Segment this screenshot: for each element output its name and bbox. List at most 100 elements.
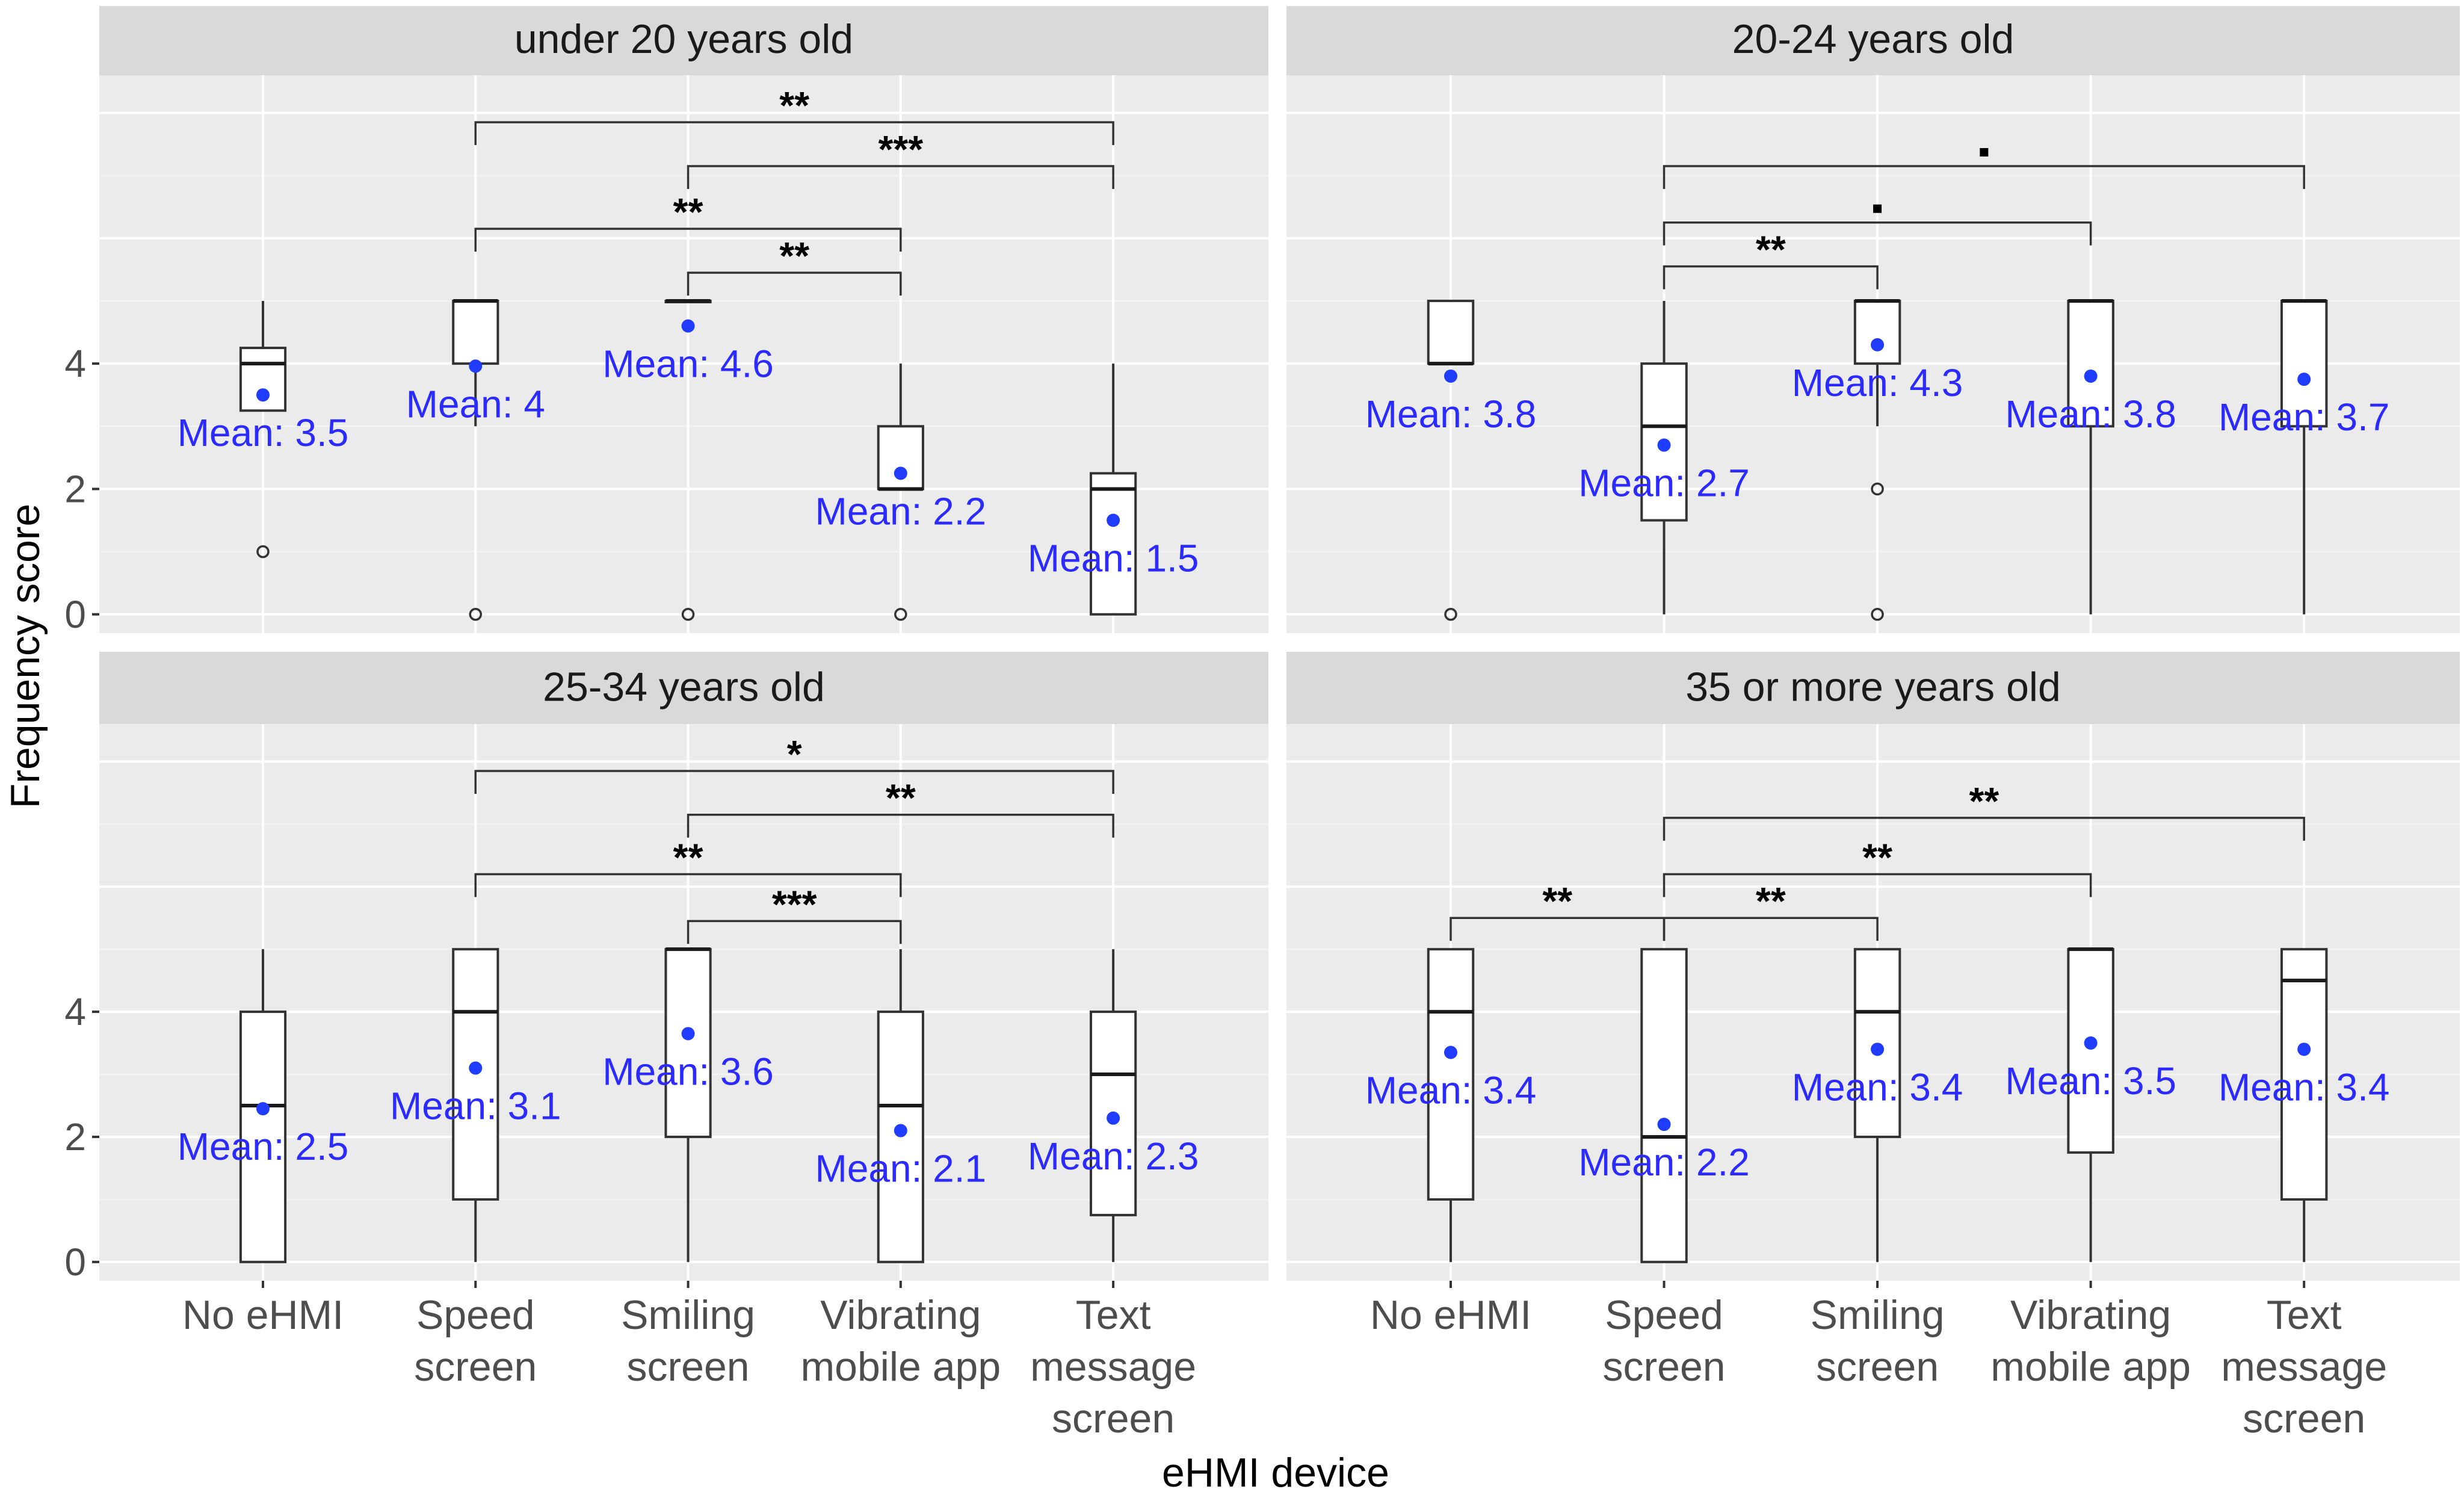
box-3: Mean: 4.3	[1792, 299, 1963, 621]
x-tick-label-line: screen	[2243, 1396, 2365, 1441]
mean-point	[2084, 1036, 2098, 1050]
mean-label: Mean: 2.2	[1578, 1141, 1750, 1184]
bracket-line	[1663, 917, 1879, 941]
bracket-line	[474, 121, 1114, 146]
x-tick-label-line: mobile app	[1990, 1344, 2191, 1390]
x-tick-label-line: Text	[2267, 1292, 2342, 1338]
mean-label: Mean: 2.2	[815, 489, 987, 533]
mean-label: Mean: 3.5	[178, 411, 349, 454]
bracket-line	[1663, 265, 1879, 289]
x-tick-label: Text message screen	[2221, 1292, 2387, 1441]
mean-point	[681, 319, 695, 333]
mean-label: Mean: 3.4	[2219, 1065, 2390, 1109]
significance-label: **	[673, 835, 703, 879]
significance-label: .	[1872, 179, 1883, 223]
box-5: Mean: 3.4	[2219, 948, 2390, 1262]
significance-bracket: .	[1663, 123, 2305, 190]
mean-label: Mean: 3.7	[2219, 395, 2390, 439]
significance-bracket: **	[1663, 879, 1879, 941]
x-tick-label: No eHMI	[1370, 1292, 1531, 1338]
panel-background	[99, 75, 1268, 633]
mean-point	[1871, 1042, 1885, 1056]
bracket-line	[1663, 221, 2092, 246]
panel-strip	[1286, 652, 2460, 724]
panel-3: 25-34 years old Mean: 2.5 Mean: 3.1 Mean: 3…	[99, 652, 1268, 1281]
y-tick-label: 2	[64, 1115, 86, 1159]
x-tick-label-line: Text	[1076, 1292, 1151, 1338]
x-tick-label-line: screen	[627, 1344, 750, 1390]
panel-strip	[99, 6, 1268, 75]
panel-title: 35 or more years old	[1685, 664, 2061, 710]
mean-point	[1107, 513, 1120, 527]
mean-point	[2297, 1042, 2311, 1056]
mean-label: Mean: 4.3	[1792, 361, 1963, 404]
box-4: Mean: 3.8	[2005, 299, 2176, 614]
bracket-line	[474, 873, 902, 897]
significance-bracket: **	[1663, 779, 2305, 841]
mean-point	[256, 388, 270, 402]
x-tick-label-line: screen	[1052, 1396, 1175, 1441]
panels-layer: under 20 years old Mean: 3.5 Mean: 4 Mean: …	[99, 6, 2460, 1281]
iqr-box	[1427, 948, 1475, 1201]
box-2: Mean: 2.2	[1578, 948, 1750, 1263]
box-5: Mean: 3.7	[2219, 299, 2390, 614]
bracket-line	[1663, 873, 2092, 897]
x-tick-label-line: Smiling	[1811, 1292, 1945, 1338]
iqr-box	[1853, 299, 1901, 365]
significance-label: ***	[878, 128, 923, 171]
mean-label: Mean: 3.5	[2005, 1059, 2176, 1103]
box-2: Mean: 3.1	[390, 948, 561, 1262]
box-1: Mean: 3.4	[1365, 948, 1537, 1262]
x-tick-label: Text message screen	[1030, 1292, 1196, 1441]
significance-bracket: ***	[687, 128, 1114, 190]
mean-label: Mean: 1.5	[1028, 537, 1199, 580]
mean-label: Mean: 3.4	[1365, 1069, 1537, 1112]
panel-strip	[1286, 6, 2460, 75]
iqr-box	[1427, 299, 1475, 365]
outlier-point	[1871, 608, 1884, 621]
x-tick-label: Smiling screen	[1811, 1292, 1945, 1390]
x-tick-label-line: Speed	[416, 1292, 535, 1338]
bracket-line	[687, 271, 902, 296]
box-1: Mean: 3.5	[178, 300, 349, 559]
significance-bracket: *	[474, 732, 1114, 794]
mean-label: Mean: 3.1	[390, 1085, 561, 1128]
outlier-point	[1871, 482, 1884, 496]
mean-label: Mean: 3.6	[602, 1050, 774, 1093]
x-tick-label-line: screen	[1816, 1344, 1939, 1390]
box-1: Mean: 2.5	[178, 949, 349, 1263]
mean-label: Mean: 3.4	[1792, 1065, 1963, 1109]
significance-label: **	[779, 234, 809, 277]
significance-label: .	[1978, 123, 1989, 166]
x-tick-label-line: message	[1030, 1344, 1196, 1390]
significance-label: **	[1862, 835, 1892, 879]
significance-bracket: **	[687, 234, 902, 296]
mean-point	[1657, 438, 1671, 452]
significance-label: **	[1969, 779, 1999, 823]
mean-point	[1871, 338, 1885, 351]
iqr-box	[1640, 948, 1688, 1263]
significance-label: *	[787, 732, 802, 776]
panel-title: 20-24 years old	[1732, 16, 2015, 62]
x-tick-label-line: message	[2221, 1344, 2387, 1390]
mean-point	[681, 1027, 695, 1041]
x-axis-title: eHMI device	[1162, 1450, 1389, 1495]
significance-bracket: **	[687, 776, 1114, 838]
outlier-point	[256, 545, 270, 559]
x-tick-label-line: No eHMI	[182, 1292, 344, 1338]
outlier-point	[1444, 608, 1457, 621]
iqr-box	[2280, 948, 2328, 1201]
mean-label: Mean: 2.5	[178, 1125, 349, 1168]
mean-point	[894, 1124, 907, 1138]
x-tick-label-line: No eHMI	[1370, 1292, 1531, 1338]
box-5: Mean: 2.3	[1028, 949, 1199, 1262]
mean-point	[1107, 1111, 1120, 1125]
panel-2: 20-24 years old Mean: 3.8 Mean: 2.7 Mean: 4…	[1286, 6, 2460, 633]
x-tick-label-line: Vibrating	[2010, 1292, 2171, 1338]
mean-point	[2297, 373, 2311, 386]
outlier-point	[894, 608, 907, 621]
significance-label: **	[1756, 879, 1786, 923]
significance-dot	[1873, 204, 1882, 213]
mean-point	[1657, 1118, 1671, 1131]
